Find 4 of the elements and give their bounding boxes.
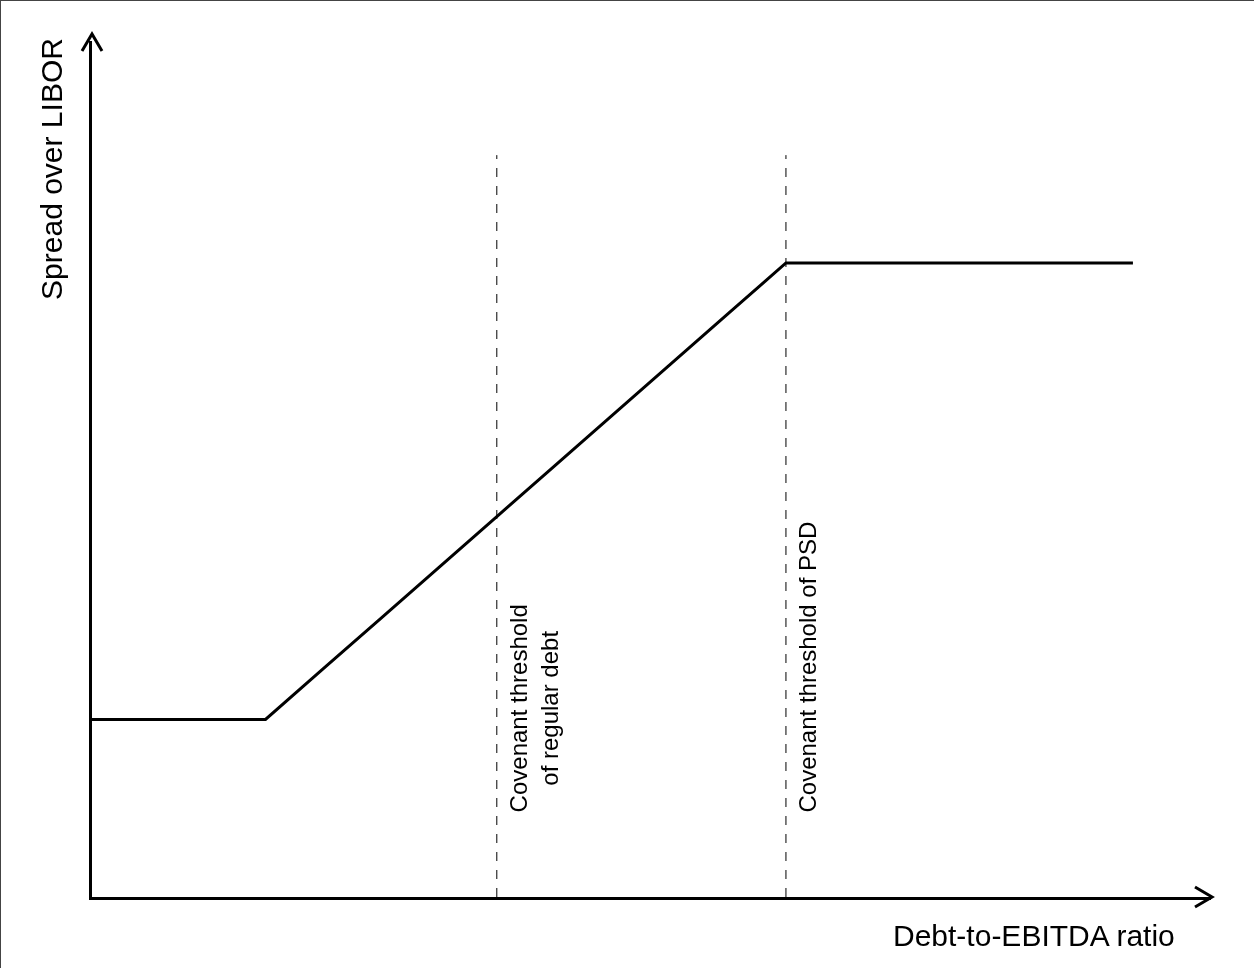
annotation: Covenant threshold of regular debt [505, 604, 564, 813]
y-axis-title: Spread over LIBOR [35, 38, 69, 300]
annotation: Covenant threshold of PSD [794, 521, 822, 813]
x-axis-title: Debt-to-EBITDA ratio [893, 919, 1175, 952]
